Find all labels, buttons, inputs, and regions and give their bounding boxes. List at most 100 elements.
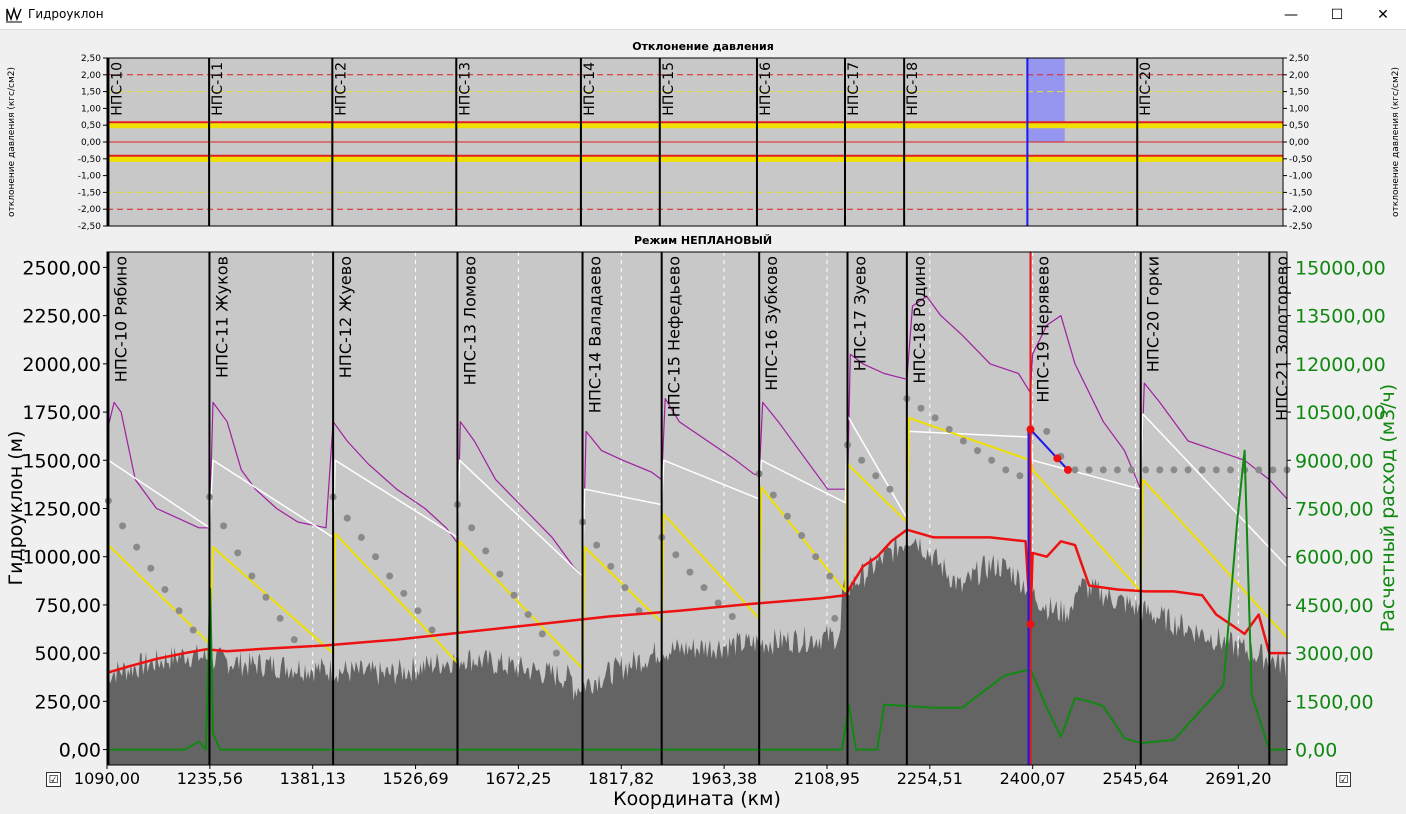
calc-point	[812, 553, 820, 561]
pressure-ytick-label-right: 2,00	[1289, 71, 1309, 81]
pressure-ytick-label-right: 0,50	[1289, 121, 1309, 131]
pressure-station-label: НПС-13	[457, 62, 473, 116]
gradient-ytick-label: 1000,00	[22, 547, 101, 569]
pressure-ytick-label-left: -2,50	[78, 222, 102, 232]
calc-point	[1212, 466, 1220, 474]
gradient-station-label: НПС-18 Родино	[910, 256, 929, 384]
calc-point	[175, 607, 183, 615]
gradient-plot-border	[106, 251, 1288, 766]
calc-point	[400, 589, 408, 597]
gradient-xtick-label: 2545,64	[1102, 769, 1168, 788]
mode-panel-title: Режим НЕПЛАНОВЫЙ	[633, 234, 773, 247]
calc-point	[510, 591, 518, 599]
pressure-ytick-label-left: 0,50	[81, 121, 101, 131]
calc-point	[1085, 466, 1093, 474]
pressure-ytick-label-left: -2,00	[78, 205, 102, 215]
calc-point	[831, 614, 839, 622]
calc-point	[119, 522, 127, 530]
gradient-xtick-label: 2691,20	[1205, 769, 1271, 788]
window-title: Гидроуклон	[28, 7, 104, 21]
flow-ytick-label: 10500,00	[1295, 402, 1386, 424]
calc-point	[262, 593, 270, 601]
gradient-xtick-label: 1963,38	[691, 769, 757, 788]
flow-ytick-label: 7500,00	[1295, 499, 1374, 521]
left-checkbox[interactable]: ☑	[46, 772, 61, 787]
calc-point	[1142, 466, 1150, 474]
calc-point	[988, 456, 996, 464]
flow-ytick-label: 4500,00	[1295, 595, 1374, 617]
gradient-ytick-label: 250,00	[35, 691, 101, 713]
gradient-station-label: НПС-19 Нерявево	[1034, 256, 1053, 403]
pressure-ytick-label-right: -1,50	[1289, 188, 1313, 198]
calc-point	[552, 649, 560, 657]
pressure-ytick-label-left: 1,00	[81, 104, 101, 114]
calc-point	[769, 491, 777, 499]
pressure-station-label: НПС-18	[905, 62, 921, 116]
flow-ytick-label: 0,00	[1295, 740, 1337, 762]
pressure-ylabel-right: отклонение давления (кгс/см2)	[1391, 67, 1401, 217]
calc-point	[276, 614, 284, 622]
calc-point	[826, 572, 834, 580]
gradient-xtick-label: 2254,51	[897, 769, 963, 788]
calc-point	[1255, 466, 1263, 474]
selection-point-start	[1026, 425, 1035, 434]
calc-point	[945, 425, 953, 433]
calc-point	[1184, 466, 1192, 474]
flow-ytick-label: 9000,00	[1295, 450, 1374, 472]
calc-point	[783, 512, 791, 520]
gradient-station-label: НПС-16 Зубково	[762, 256, 781, 391]
selection-point-profile	[1026, 620, 1035, 629]
pressure-ytick-label-left: -1,00	[78, 172, 102, 182]
gradient-station-label: НПС-17 Зуево	[851, 256, 870, 371]
gradient-ylabel: Гидроуклон (м)	[5, 431, 27, 586]
calc-point	[931, 414, 939, 422]
calc-point	[621, 584, 629, 592]
gradient-xtick-label: 2400,07	[1000, 769, 1066, 788]
calc-point	[858, 456, 866, 464]
right-checkbox[interactable]: ☑	[1336, 772, 1351, 787]
calc-point	[343, 514, 351, 522]
calc-point	[372, 553, 380, 561]
pressure-station-label: НПС-17	[846, 62, 862, 116]
flow-ytick-label: 12000,00	[1295, 354, 1386, 376]
pressure-station-label: НПС-12	[333, 62, 349, 116]
pressure-ytick-label-left: 2,50	[81, 54, 101, 64]
calc-point	[248, 572, 256, 580]
maximize-button[interactable]: ☐	[1330, 7, 1344, 23]
pressure-ytick-label-left: -0,50	[78, 155, 102, 165]
gradient-xtick-label: 1526,69	[382, 769, 448, 788]
gradient-xlabel: Координата (км)	[613, 788, 781, 810]
gradient-station-label: НПС-12 Жуево	[336, 256, 355, 378]
gradient-station-label: НПС-15 Нефедьево	[665, 256, 684, 417]
pressure-ytick-label-right: 1,00	[1289, 104, 1309, 114]
calc-point	[635, 607, 643, 615]
calc-point	[1099, 466, 1107, 474]
calc-point	[1269, 466, 1277, 474]
calc-point	[686, 568, 694, 576]
close-button[interactable]: ✕	[1377, 7, 1389, 23]
pressure-station-label: НПС-16	[758, 62, 774, 116]
gradient-ytick-label: 750,00	[35, 595, 101, 617]
calc-point	[133, 543, 141, 551]
calc-point	[1113, 466, 1121, 474]
app-logo-icon	[6, 7, 22, 23]
calc-point	[524, 611, 532, 619]
calc-point	[290, 636, 298, 644]
pressure-ytick-label-right: 2,50	[1289, 54, 1309, 64]
minimize-button[interactable]: —	[1284, 7, 1298, 23]
calc-point	[234, 549, 242, 557]
calc-point	[496, 570, 504, 578]
gradient-station-label: НПС-14 Валадаево	[586, 256, 605, 413]
pressure-ytick-label-right: -1,00	[1289, 172, 1313, 182]
calc-point	[700, 584, 708, 592]
pressure-station-label: НПС-20	[1138, 62, 1154, 116]
calc-point	[593, 541, 601, 549]
yellow-head-line	[107, 416, 1288, 670]
gradient-ytick-label: 0,00	[59, 740, 101, 762]
gradient-station-label: НПС-21 Золоторево	[1272, 256, 1291, 421]
pressure-limit-band	[107, 155, 1283, 162]
calc-point	[1156, 466, 1164, 474]
pressure-plot-border	[106, 57, 1284, 227]
gradient-ytick-label: 2250,00	[22, 306, 101, 328]
calc-point	[1016, 472, 1024, 480]
